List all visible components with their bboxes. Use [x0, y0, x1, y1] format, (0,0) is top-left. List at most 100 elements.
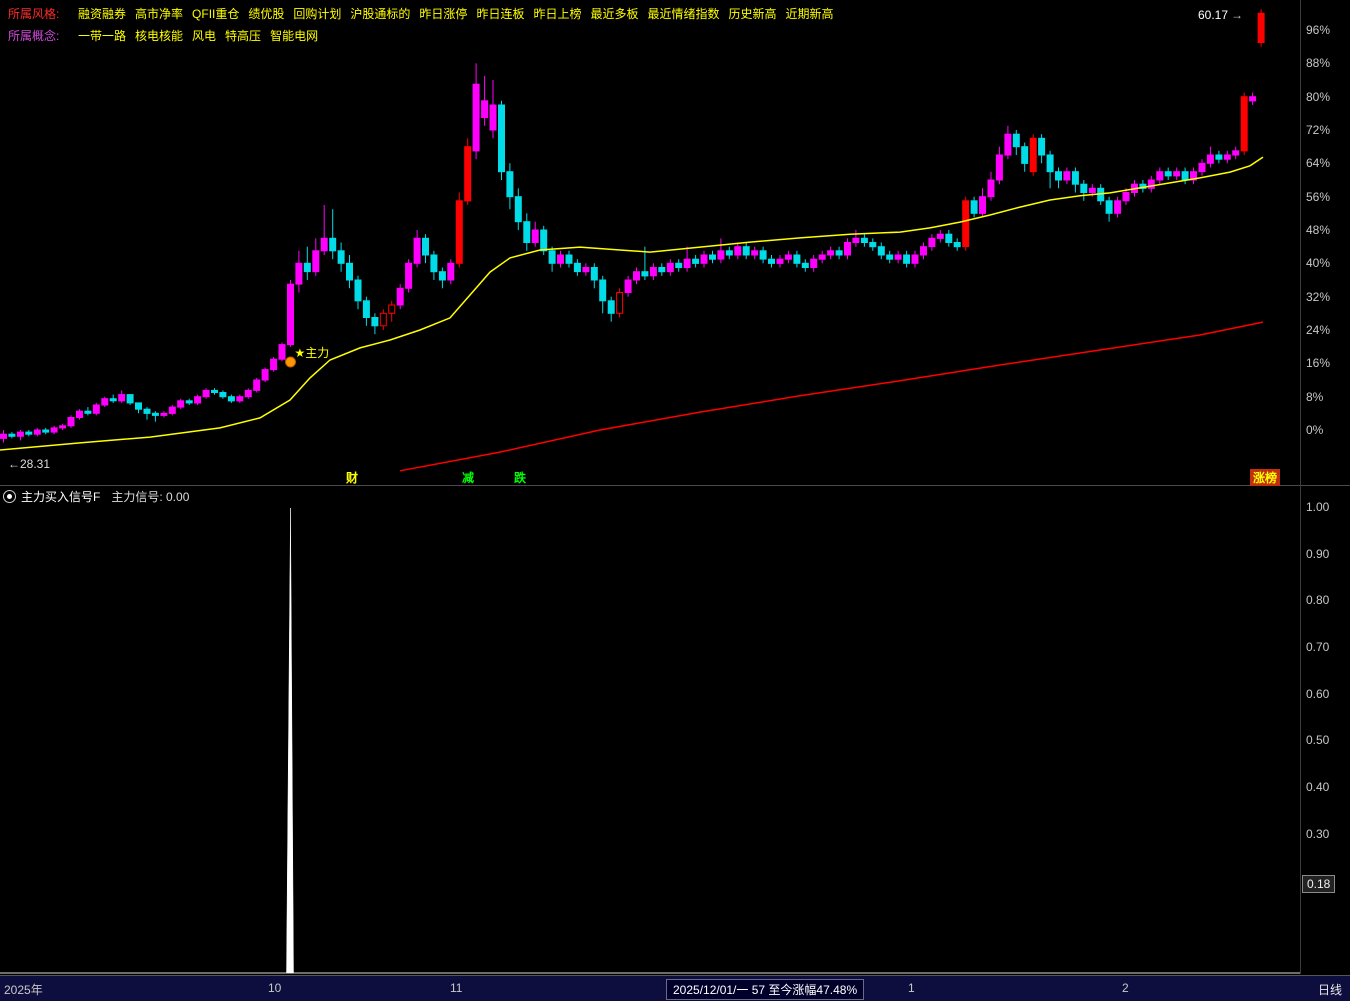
candle-body — [59, 425, 67, 429]
candle-body — [700, 254, 708, 264]
event-marker[interactable]: 跌 — [514, 471, 527, 485]
concept-tags-list: 一带一路 核电核能 风电 特高压 智能电网 — [78, 29, 327, 43]
candle-body — [244, 389, 252, 398]
candle-body — [1257, 12, 1265, 44]
style-tag[interactable]: 回购计划 — [293, 7, 342, 21]
candle-body — [928, 237, 936, 248]
candle-body — [396, 287, 404, 306]
main-y-axis-label: 64% — [1306, 156, 1331, 170]
style-tag[interactable]: 历史新高 — [728, 7, 777, 21]
period-selector[interactable]: 日线 — [1317, 983, 1342, 997]
panel-divider[interactable] — [0, 485, 1350, 486]
candle-body — [430, 254, 438, 273]
candle-body — [1215, 154, 1223, 160]
candle-body — [818, 254, 826, 260]
main-y-axis-label: 96% — [1306, 23, 1331, 37]
time-axis-status-bar: 2025/12/01/一 57 至今涨幅47.48% 日线 2025年 10 11 1… — [0, 975, 1350, 1001]
candle-body — [540, 229, 548, 252]
red-trend-line — [399, 321, 1264, 472]
candle-body — [860, 237, 868, 244]
candle-body — [67, 417, 75, 427]
concept-tag[interactable]: 特高压 — [225, 29, 262, 43]
x-axis-label: 2 — [1122, 981, 1129, 995]
candle-body — [565, 254, 573, 264]
candle-body — [1156, 171, 1164, 181]
style-tag[interactable]: 最近多板 — [590, 7, 639, 21]
candle-body — [118, 394, 126, 402]
candle-body — [33, 429, 41, 435]
candle-body — [101, 398, 109, 406]
indicator-title[interactable]: 主力买入信号F — [21, 490, 101, 504]
indicator-current-value-box: 0.18 — [1302, 875, 1336, 893]
candle-body — [768, 258, 775, 264]
candle-body — [8, 433, 16, 437]
style-tag[interactable]: 绩优股 — [248, 7, 285, 21]
indicator-y-axis-label: 0.70 — [1306, 640, 1330, 654]
candle-body — [1088, 187, 1096, 194]
candle-body — [970, 200, 978, 214]
candle-body — [354, 279, 362, 302]
candle-body — [1181, 171, 1189, 181]
style-tag[interactable]: 最近情绪指数 — [647, 7, 720, 21]
candle-body — [151, 412, 159, 416]
candle-body — [1206, 154, 1214, 164]
indicator-y-axis-label: 1.00 — [1306, 500, 1330, 514]
candle-body — [590, 267, 598, 281]
candle-body — [810, 258, 818, 269]
candle-body — [962, 200, 970, 248]
concept-tag[interactable]: 一带一路 — [78, 29, 127, 43]
style-tag[interactable]: 沪股通标的 — [350, 7, 411, 21]
candle-body — [1164, 171, 1172, 177]
candle-body — [1114, 200, 1122, 214]
candle-body — [1223, 154, 1231, 160]
style-row-label: 所属风格: — [8, 7, 60, 21]
main-force-signal-label: ★主力 — [295, 346, 330, 360]
style-tag[interactable]: 近期新高 — [785, 7, 834, 21]
candle-body — [920, 246, 927, 256]
concept-tag[interactable]: 风电 — [192, 29, 217, 43]
style-tag[interactable]: 昨日上榜 — [533, 7, 582, 21]
candle-body — [903, 254, 911, 264]
candle-body — [1063, 171, 1071, 181]
event-marker[interactable]: 涨榜 — [1250, 469, 1281, 486]
candle-body — [607, 300, 615, 314]
candle-body — [506, 171, 514, 198]
event-marker[interactable]: 减 — [462, 471, 475, 485]
style-tag[interactable]: 昨日连板 — [476, 7, 525, 21]
candle-body — [624, 279, 632, 293]
style-tag[interactable]: 融资融券 — [78, 7, 127, 21]
candle-body — [422, 237, 429, 256]
indicator-y-axis-label: 0.50 — [1306, 733, 1330, 747]
candle-body — [202, 389, 210, 398]
candle-body — [827, 250, 835, 256]
style-tag[interactable]: 高市净率 — [135, 7, 184, 21]
candle-body — [1038, 137, 1046, 156]
candle-body — [405, 262, 413, 289]
candle-body — [784, 254, 792, 260]
style-tag[interactable]: QFII重仓 — [192, 7, 240, 21]
candle-body — [0, 433, 7, 439]
candle-body — [548, 250, 556, 264]
event-marker[interactable]: 财 — [346, 471, 359, 485]
candle-body — [531, 229, 539, 243]
candle-body — [160, 412, 168, 416]
indicator-signal-spike — [286, 507, 294, 974]
concept-tag[interactable]: 核电核能 — [135, 29, 184, 43]
candle-body — [270, 358, 278, 371]
candle-body — [616, 292, 624, 314]
main-y-axis-label: 16% — [1306, 356, 1331, 370]
candle-body — [1105, 200, 1113, 214]
candle-body — [185, 400, 193, 404]
indicator-y-axis-label: 0.40 — [1306, 780, 1330, 794]
indicator-toggle-icon[interactable] — [3, 490, 16, 503]
style-tag[interactable]: 昨日涨停 — [419, 7, 468, 21]
concept-tags-row: 所属概念: 一带一路 核电核能 风电 特高压 智能电网 — [8, 29, 327, 43]
candle-body — [751, 250, 759, 256]
candle-body — [658, 267, 666, 273]
candle-body — [1055, 171, 1062, 181]
candle-body — [194, 396, 202, 404]
concept-tag[interactable]: 智能电网 — [270, 29, 319, 43]
candle-body — [776, 258, 784, 264]
main-y-axis-label: 88% — [1306, 56, 1331, 70]
